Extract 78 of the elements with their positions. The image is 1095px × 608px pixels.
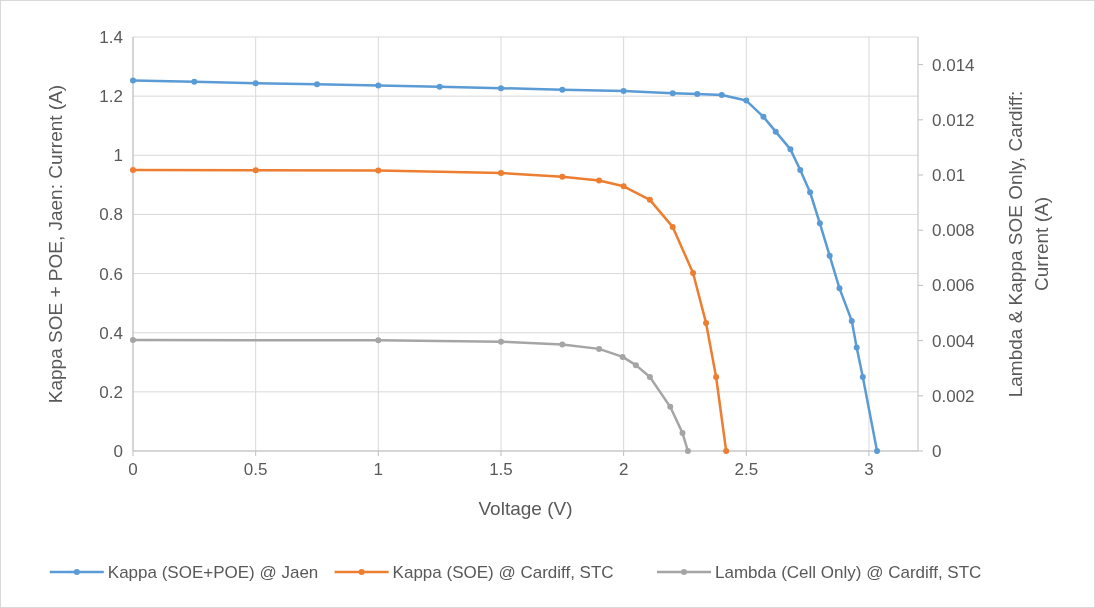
y2-tick-label: 0.012 — [932, 110, 975, 130]
point — [620, 88, 627, 95]
point — [632, 362, 639, 369]
point — [646, 196, 653, 203]
point — [559, 173, 566, 180]
point — [713, 374, 720, 381]
x-tick-label: 0.5 — [243, 460, 268, 479]
y2-tick-label: 0.014 — [932, 55, 975, 75]
y-tick-label: 1 — [113, 146, 123, 166]
point — [718, 91, 725, 98]
y-tick-label: 1.2 — [99, 87, 123, 107]
point — [130, 337, 136, 344]
point — [436, 83, 443, 90]
point — [497, 338, 504, 345]
point — [252, 80, 259, 87]
point — [787, 146, 794, 153]
point — [130, 167, 136, 174]
point — [669, 223, 676, 230]
point — [723, 448, 730, 454]
point — [853, 344, 860, 351]
x-tick-label: 1.5 — [489, 460, 513, 479]
point — [669, 90, 676, 97]
point — [596, 177, 603, 184]
point — [848, 317, 855, 324]
point — [684, 448, 691, 454]
point — [130, 77, 136, 84]
point — [619, 353, 626, 360]
x-tick-label: 1 — [373, 460, 384, 479]
legend-label: Kappa (SOE+POE) @ Jaen — [107, 563, 319, 582]
y-tick-label: 0.6 — [99, 264, 123, 284]
y2-tick-label: 0 — [932, 442, 942, 461]
point — [859, 374, 866, 381]
legend-label: Lambda (Cell Only) @ Cardiff, STC — [715, 563, 982, 582]
point — [375, 82, 382, 89]
point — [760, 113, 767, 120]
point — [497, 170, 504, 177]
y2-tick-label: 0.01 — [932, 166, 966, 185]
y-tick-label: 0.8 — [99, 205, 123, 225]
point — [679, 430, 686, 437]
x-tick-label: 0 — [128, 460, 138, 479]
point — [620, 183, 627, 190]
y2-axis-title: Lambda & Kappa SOE Only, Cardiff: Current (A) — [1005, 90, 1052, 398]
point — [743, 97, 750, 104]
point — [836, 285, 843, 292]
x-tick-label: 2.5 — [734, 460, 759, 479]
point — [797, 167, 804, 174]
point — [191, 78, 198, 85]
y-axis-title: Kappa SOE + POE, Jaen: Current (A) — [45, 84, 66, 404]
point — [596, 345, 603, 352]
y2-tick-label: 0.006 — [932, 276, 975, 296]
point — [816, 220, 823, 227]
point — [772, 128, 779, 135]
point — [646, 374, 653, 381]
point — [375, 167, 382, 174]
point — [694, 91, 701, 98]
point — [497, 85, 504, 92]
point — [703, 319, 710, 326]
point — [375, 337, 382, 344]
point — [807, 189, 814, 196]
x-axis-title: Voltage (V) — [478, 498, 573, 519]
y2-tick-label: 0.002 — [932, 386, 975, 406]
x-tick-label: 3 — [864, 460, 874, 479]
y-tick-label: 0.4 — [99, 323, 123, 343]
point — [559, 341, 566, 348]
x-tick-label: 2 — [618, 460, 629, 479]
point — [313, 81, 320, 88]
legend-label: Kappa (SOE) @ Cardiff, STC — [392, 563, 614, 582]
point — [826, 252, 833, 259]
y-tick-label: 0.2 — [99, 382, 123, 402]
y-tick-label: 0 — [113, 442, 123, 461]
y2-tick-label: 0.004 — [932, 331, 975, 351]
point — [690, 269, 697, 276]
y2-tick-label: 0.008 — [932, 221, 975, 241]
point — [874, 448, 881, 454]
point — [559, 86, 566, 93]
point — [252, 167, 259, 174]
point — [667, 403, 674, 410]
y-tick-label: 1.4 — [99, 28, 123, 47]
